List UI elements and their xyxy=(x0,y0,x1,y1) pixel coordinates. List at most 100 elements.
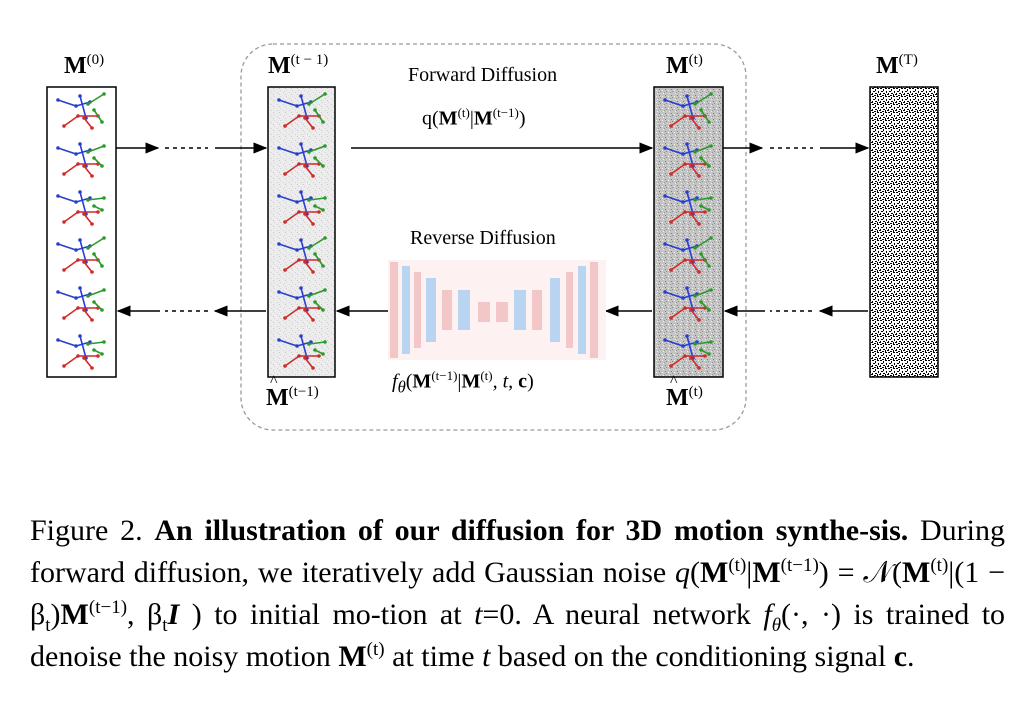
skeleton-joint xyxy=(663,242,667,246)
forward-formula: q(M(t)|M(t−1)) xyxy=(422,105,526,130)
skeleton-joint xyxy=(82,164,86,168)
skeleton-joint xyxy=(56,146,60,150)
skeleton-joint xyxy=(297,162,301,166)
skeleton-bone xyxy=(308,237,326,249)
skeleton-joint xyxy=(303,308,307,312)
skeleton-joint xyxy=(297,210,301,214)
skeleton-joint xyxy=(683,162,687,166)
skeleton-bone xyxy=(300,287,308,311)
skeleton-joint xyxy=(693,246,697,250)
skeleton-joint xyxy=(295,200,299,204)
skeleton-bone xyxy=(700,157,710,167)
skeleton-joint xyxy=(663,338,667,342)
skeleton-joint xyxy=(685,238,689,242)
skeleton-joint xyxy=(76,258,80,262)
skeleton-joint xyxy=(303,356,307,360)
label-m0: M(0) xyxy=(64,52,105,79)
skeleton-joint xyxy=(299,334,303,338)
skeleton-joint xyxy=(86,198,90,202)
skeleton-joint xyxy=(699,252,703,256)
skeleton-joint xyxy=(78,238,82,242)
panel-mt xyxy=(653,86,724,378)
skeleton-joint xyxy=(74,248,78,252)
skeleton-joint xyxy=(693,150,697,154)
unet-icon xyxy=(388,260,606,360)
skeleton-joint xyxy=(283,220,287,224)
skeleton-joint xyxy=(76,210,80,214)
skeleton-joint xyxy=(663,146,667,150)
skeleton-bone xyxy=(79,239,87,263)
skeleton-joint xyxy=(62,316,66,320)
skeleton-bone xyxy=(686,335,694,359)
skeleton-bone xyxy=(690,165,700,177)
caption-label: Figure 2. xyxy=(30,514,143,547)
skeleton-bone xyxy=(308,93,326,105)
reverse-formula: fθ(M(t−1)|M(t), t, c) xyxy=(392,368,534,397)
skeleton-bone xyxy=(300,143,308,167)
skeleton-joint xyxy=(62,172,66,176)
skeleton-joint xyxy=(102,196,106,200)
skeleton-bone xyxy=(686,143,694,167)
skeleton-joint xyxy=(681,152,685,156)
skeleton-joint xyxy=(295,104,299,108)
skeleton-joint xyxy=(707,208,711,212)
skeleton-joint xyxy=(681,296,685,300)
skeleton-bone xyxy=(308,289,326,297)
skeleton-joint xyxy=(685,94,689,98)
skeleton-bone xyxy=(690,117,700,129)
skeleton-joint xyxy=(90,366,94,370)
skeleton-bone xyxy=(83,117,93,129)
skeleton-joint xyxy=(277,290,281,294)
skeleton-joint xyxy=(92,156,96,160)
skeleton-joint xyxy=(90,270,94,274)
skeleton-joint xyxy=(277,194,281,198)
skeleton-joint xyxy=(683,306,687,310)
skeleton-joint xyxy=(689,356,693,360)
skeleton-bone xyxy=(700,253,710,267)
skeleton-joint xyxy=(82,116,86,120)
label-mT: M(T) xyxy=(876,52,918,79)
label-mhat-t1: M(t−1) xyxy=(266,373,319,412)
skeleton-joint xyxy=(76,354,80,358)
skeleton-bone xyxy=(308,197,326,201)
skeleton-joint xyxy=(323,288,327,292)
skeleton-joint xyxy=(90,222,94,226)
skeleton-joint xyxy=(303,260,307,264)
skeletons-mt xyxy=(663,92,713,370)
skeleton-joint xyxy=(669,268,673,272)
skeleton-joint xyxy=(82,260,86,264)
skeleton-bone xyxy=(700,109,710,123)
skeleton-joint xyxy=(669,124,673,128)
skeleton-joint xyxy=(317,210,321,214)
skeleton-joint xyxy=(76,162,80,166)
skeleton-bone xyxy=(93,157,103,167)
skeleton-joint xyxy=(311,318,315,322)
label-mhat-t: M(t) xyxy=(666,373,703,412)
skeleton-joint xyxy=(697,270,701,274)
skeleton-joint xyxy=(56,338,60,342)
skeleton-bone xyxy=(93,109,103,123)
skeleton-bone xyxy=(87,289,105,297)
skeleton-bone xyxy=(304,309,314,321)
skeleton-bone xyxy=(300,239,308,263)
skeleton-joint xyxy=(74,104,78,108)
skeleton-joint xyxy=(663,194,667,198)
skeleton-joint xyxy=(699,300,703,304)
skeleton-joint xyxy=(307,294,311,298)
skeleton-bone xyxy=(93,301,103,311)
skeleton-joint xyxy=(96,354,100,358)
skeleton-joint xyxy=(323,196,327,200)
skeleton-joint xyxy=(303,164,307,168)
skeleton-joint xyxy=(709,92,713,96)
skeleton-joint xyxy=(307,198,311,202)
skeleton-joint xyxy=(76,114,80,118)
forward-diffusion-title: Forward Diffusion xyxy=(408,64,558,86)
skeleton-joint xyxy=(697,366,701,370)
skeleton-bone xyxy=(694,289,712,297)
skeleton-bone xyxy=(83,309,93,321)
skeleton-joint xyxy=(299,238,303,242)
panel-mt1 xyxy=(267,86,336,378)
skeleton-joint xyxy=(92,300,96,304)
skeleton-joint xyxy=(277,98,281,102)
skeleton-joint xyxy=(689,212,693,216)
